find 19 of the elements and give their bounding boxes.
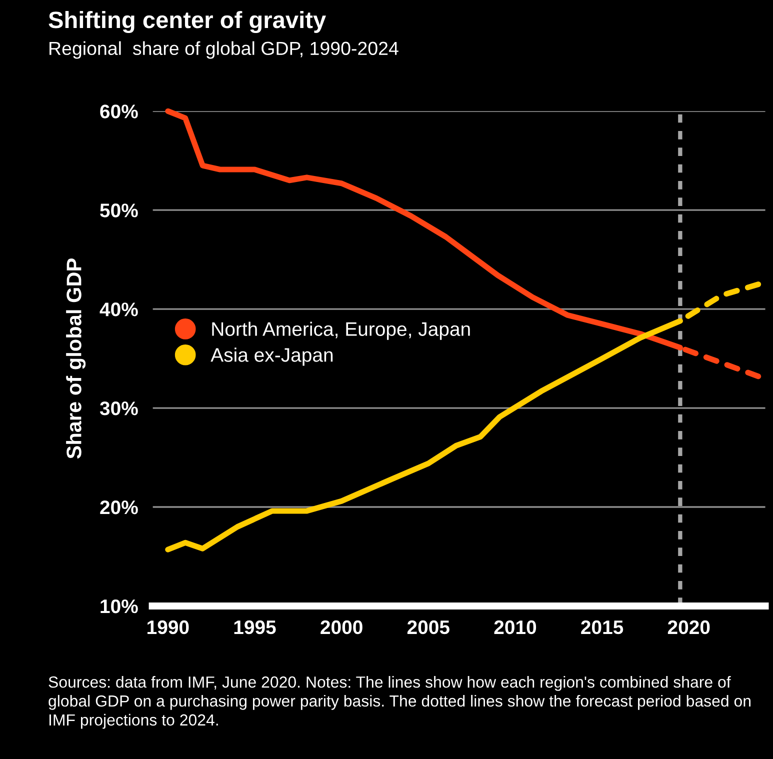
y-axis-title: Share of global GDP: [66, 258, 86, 459]
y-tick-label: 60%: [100, 104, 138, 118]
legend-label: Asia ex-Japan: [210, 348, 333, 366]
x-tick-label: 2005: [407, 620, 450, 634]
x-tick-label: 2000: [320, 620, 362, 634]
x-tick-label: 1990: [148, 620, 189, 634]
chart-title: Shifting center of gravity: [48, 10, 326, 34]
y-tick-label: 50%: [100, 204, 138, 218]
y-tick-label: 40%: [100, 302, 138, 316]
y-tick-label: 30%: [100, 402, 138, 416]
y-tick-label: 20%: [100, 500, 138, 514]
y-tick-label: 10%: [100, 599, 138, 614]
source-note: Sources: data from IMF, June 2020. Notes: The lines show how each region's combined share of global GDP on a purchasing power parity basis. The dotted lines show the forecast period based on IMF projections to 2024.: [48, 676, 750, 729]
x-tick-label: 2015: [581, 620, 624, 634]
legend-label: North America, Europe, Japan: [212, 322, 470, 340]
x-tick-label: 1995: [234, 620, 276, 634]
x-tick-label: 2010: [494, 620, 536, 634]
x-tick-label: 2020: [668, 620, 710, 634]
chart-subtitle: Regional share of global GDP, 1990-2024: [50, 41, 398, 59]
